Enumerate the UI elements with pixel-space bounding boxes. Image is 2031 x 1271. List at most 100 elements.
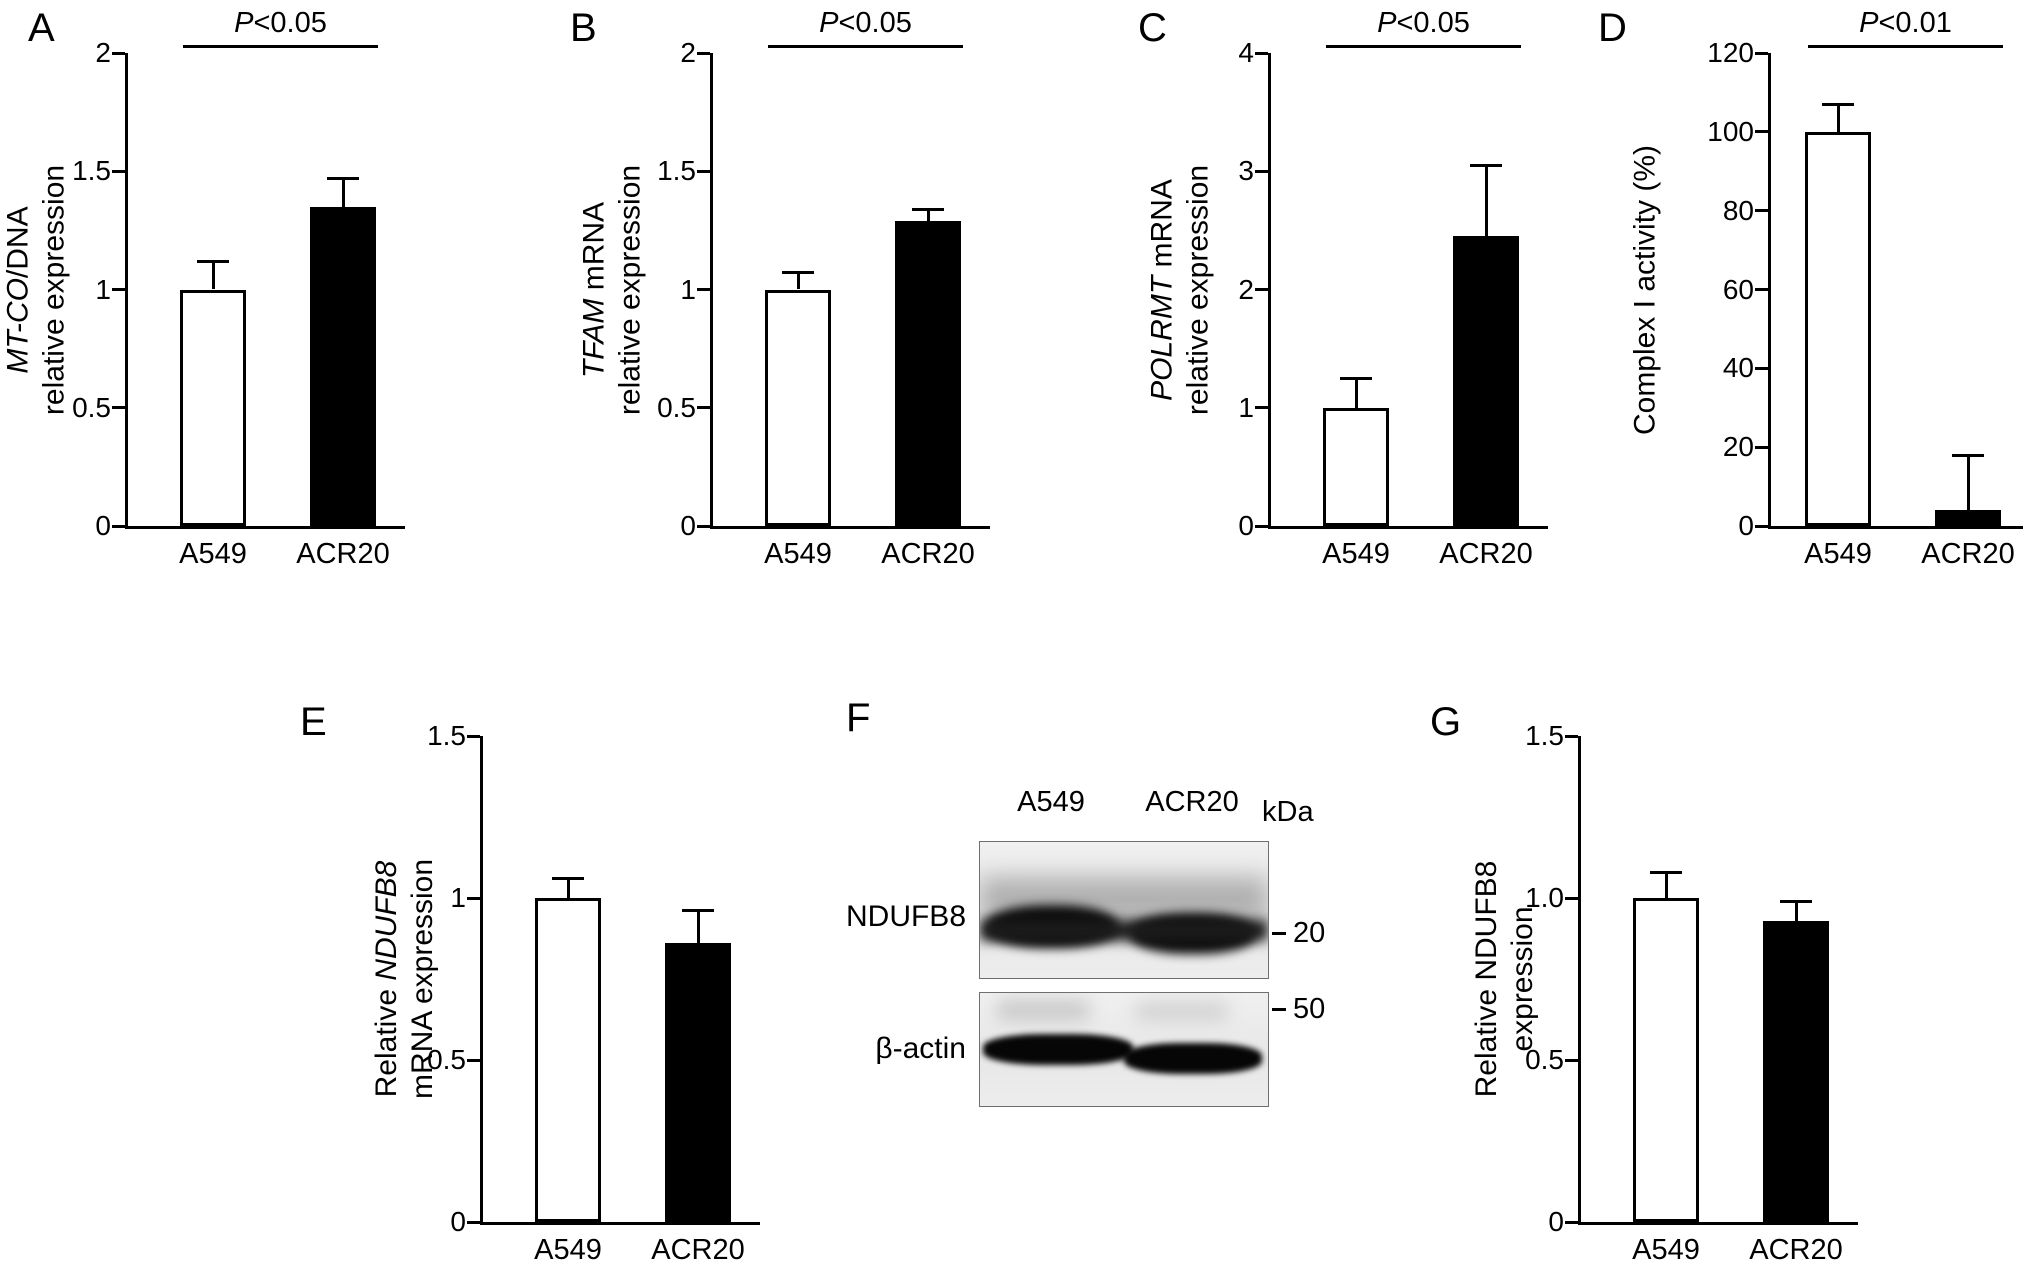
bar-a549 xyxy=(1633,898,1699,1222)
y-tick-label: 0 xyxy=(95,510,111,541)
y-tick xyxy=(112,406,125,410)
bar-a549 xyxy=(180,289,246,526)
error-bar xyxy=(1966,455,1970,511)
error-bar-cap xyxy=(1340,376,1372,380)
y-tick xyxy=(697,169,710,173)
x-tick-label-a549: A549 xyxy=(1804,538,1872,570)
x-tick-label-a549: A549 xyxy=(1632,1234,1700,1266)
y-tick xyxy=(1755,209,1768,213)
y-tick xyxy=(1755,366,1768,370)
y-tick xyxy=(467,896,480,900)
bar-acr20 xyxy=(1763,920,1829,1222)
error-bar-cap xyxy=(1822,102,1854,106)
panel-letter-F: F xyxy=(846,696,872,740)
significance-line xyxy=(1326,45,1521,48)
error-bar-cap xyxy=(327,176,359,180)
blot-image-ndufb8 xyxy=(979,841,1269,979)
blot-band xyxy=(982,1033,1133,1066)
y-tick xyxy=(1255,406,1268,410)
y-tick-label: 80 xyxy=(1722,194,1754,226)
plot-area-G: 1.5 1.0 0.5 0 A549 ACR20 xyxy=(1525,720,1858,1266)
x-axis xyxy=(480,1222,760,1225)
bar-acr20 xyxy=(1453,236,1519,526)
y-tick-label: 0.5 xyxy=(427,1044,466,1075)
y-axis xyxy=(1578,736,1581,1225)
plot-area-B: 2 1.5 1 0.5 0 A549 ACR20 P<0.05 xyxy=(657,7,990,570)
y-tick-label: 100 xyxy=(1707,115,1754,147)
y-tick-label: 2 xyxy=(1238,273,1254,305)
error-bar xyxy=(1354,378,1358,408)
x-tick-label-acr20: ACR20 xyxy=(651,1234,745,1266)
panel-letter-C: C xyxy=(1138,6,1168,50)
x-axis xyxy=(1268,526,1548,529)
mw-marker-label-20: 20 xyxy=(1293,917,1326,949)
y-axis-label-line: Relative NDUFB8 xyxy=(1469,736,1505,1222)
panel-letter-E: E xyxy=(300,700,328,744)
error-bar xyxy=(796,272,800,290)
protein-label-ndufb8: NDUFB8 xyxy=(845,900,966,933)
y-tick-label: 40 xyxy=(1722,352,1754,384)
blot-band xyxy=(980,919,1268,942)
p-value-italic: P xyxy=(819,7,839,39)
significance-line xyxy=(768,45,963,48)
error-bar-cap xyxy=(912,207,944,211)
lane-label-acr20: ACR20 xyxy=(1145,786,1239,818)
significance-line xyxy=(183,45,378,48)
protein-label-beta-actin: β-actin xyxy=(875,1032,966,1065)
y-tick-label: 1 xyxy=(680,273,696,305)
error-bar xyxy=(926,209,930,221)
y-tick xyxy=(467,1220,480,1224)
x-tick-label-acr20: ACR20 xyxy=(1921,538,2015,570)
y-tick-label: 2 xyxy=(680,37,696,68)
y-tick xyxy=(467,734,480,738)
significance-label: P<0.05 xyxy=(234,7,327,39)
y-tick xyxy=(112,524,125,528)
error-bar-cap xyxy=(682,909,714,913)
y-tick xyxy=(1565,1220,1578,1224)
significance-label: P<0.01 xyxy=(1859,7,1952,39)
y-tick-label: 0.5 xyxy=(657,391,696,423)
y-tick xyxy=(112,51,125,55)
y-axis-label-G: Relative NDUFB8 expression xyxy=(1469,736,1541,1222)
y-tick xyxy=(1755,524,1768,528)
x-tick-label-acr20: ACR20 xyxy=(881,538,975,570)
bar-a549 xyxy=(535,898,601,1222)
error-bar xyxy=(211,261,215,290)
y-tick xyxy=(1565,734,1578,738)
error-bar xyxy=(341,178,345,207)
y-tick-label: 1 xyxy=(95,273,111,305)
kda-unit-label: kDa xyxy=(1262,796,1314,828)
y-tick xyxy=(1755,130,1768,134)
error-bar xyxy=(1794,901,1798,921)
significance-line xyxy=(1808,45,2003,48)
y-axis-label-line: expression xyxy=(1505,736,1541,1222)
bar-acr20 xyxy=(310,206,376,526)
x-tick-label-a549: A549 xyxy=(1322,538,1390,570)
label-text: Relative NDUFB8 xyxy=(1470,860,1503,1098)
x-tick-label-acr20: ACR20 xyxy=(296,538,390,570)
y-tick-label: 120 xyxy=(1707,37,1754,68)
bar-acr20 xyxy=(895,220,961,526)
y-tick xyxy=(1255,524,1268,528)
significance-label: P<0.05 xyxy=(819,7,912,39)
plot-area-D: 120 100 80 60 40 20 0 A549 ACR20 P<0.01 xyxy=(1707,7,2023,570)
bar-acr20 xyxy=(665,943,731,1222)
y-tick-label: 0 xyxy=(450,1206,466,1237)
y-tick xyxy=(697,51,710,55)
p-value-italic: P xyxy=(1377,7,1397,39)
significance-label: P<0.05 xyxy=(1377,7,1470,39)
y-axis xyxy=(480,736,483,1225)
y-axis xyxy=(1768,53,1771,529)
bar-a549 xyxy=(1805,131,1871,526)
bar-a549 xyxy=(1323,407,1389,526)
error-bar-cap xyxy=(1952,453,1984,457)
error-bar xyxy=(696,910,700,944)
y-tick-label: 60 xyxy=(1722,273,1754,305)
y-tick xyxy=(1255,288,1268,291)
